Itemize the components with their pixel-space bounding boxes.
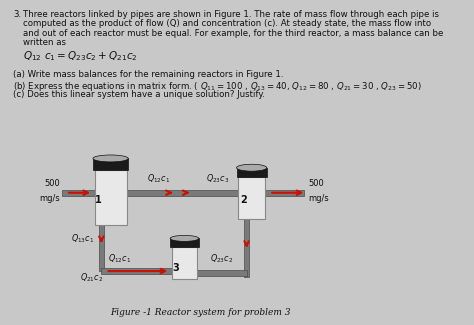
Text: $Q_{12}c_1$: $Q_{12}c_1$ [147,172,170,185]
Text: computed as the product of flow (Q) and concentration (c). At steady state, the : computed as the product of flow (Q) and … [23,20,431,28]
Text: written as: written as [23,38,66,47]
Ellipse shape [170,235,199,241]
Bar [127,190,238,196]
Bar [265,190,304,196]
Text: (b) Express the equations in matrix form. ( $Q_{11}=100$ , $Q_{13}=40$, $Q_{12}=: (b) Express the equations in matrix form… [13,80,422,93]
Ellipse shape [93,155,128,162]
Bar [95,170,127,225]
Text: 1: 1 [95,195,102,205]
Text: mg/s: mg/s [39,194,60,203]
Bar [99,225,104,271]
Text: $Q_{12}\ c_1 = Q_{23}c_2 + Q_{21}c_2$: $Q_{12}\ c_1 = Q_{23}c_2 + Q_{21}c_2$ [23,49,138,63]
Text: 3.: 3. [13,10,21,19]
Bar [197,270,246,276]
Text: 500: 500 [308,179,324,188]
Bar [244,218,249,277]
Bar [172,247,197,279]
Bar [237,168,267,177]
Text: $Q_{23}c_2$: $Q_{23}c_2$ [210,253,233,265]
Text: $Q_{12}c_1$: $Q_{12}c_1$ [108,253,131,265]
Text: 3: 3 [173,263,180,273]
Text: (c) Does this linear system have a unique solution? Justify.: (c) Does this linear system have a uniqu… [13,90,265,98]
Bar [93,158,128,170]
Text: and out of each reactor must be equal. For example, for the third reactor, a mas: and out of each reactor must be equal. F… [23,29,444,38]
Ellipse shape [237,164,267,171]
Text: mg/s: mg/s [308,194,328,203]
Text: Figure -1 Reactor system for problem 3: Figure -1 Reactor system for problem 3 [110,308,291,317]
Text: $Q_{21}c_2$: $Q_{21}c_2$ [80,271,103,284]
Text: (a) Write mass balances for the remaining reactors in Figure 1.: (a) Write mass balances for the remainin… [13,70,283,79]
Bar [101,268,172,274]
Bar [238,177,265,218]
Text: $Q_{13}c_1$: $Q_{13}c_1$ [72,233,95,245]
Bar [62,190,95,196]
Text: Three reactors linked by pipes are shown in Figure 1. The rate of mass flow thro: Three reactors linked by pipes are shown… [23,10,439,19]
Text: 2: 2 [240,195,246,205]
Text: $Q_{23}c_3$: $Q_{23}c_3$ [206,172,229,185]
Text: 500: 500 [45,179,60,188]
Bar [170,238,199,247]
